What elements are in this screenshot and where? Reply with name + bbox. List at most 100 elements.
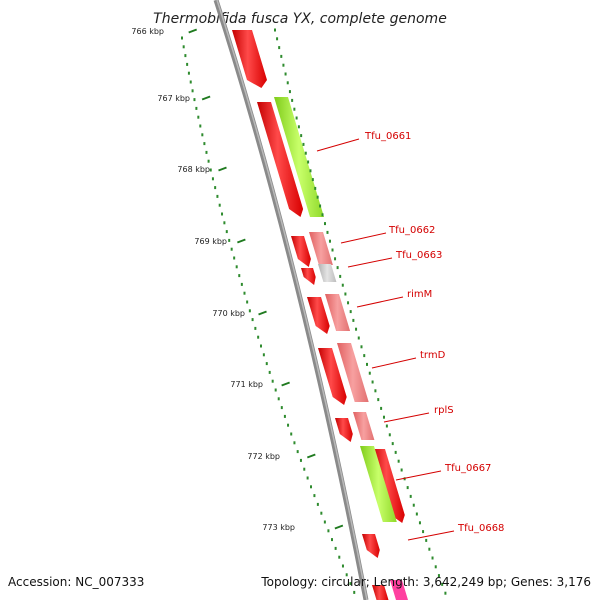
ruler-major-tick [258,310,267,316]
ruler-minor-tick [205,150,208,154]
position-ruler: 766 kbp 767 kbp 768 kbp 769 kbp 770 kbp 771 k… [131,27,356,594]
strand-guide-dot [400,468,403,472]
accession-text: Accession: NC_007333 [8,575,144,589]
ruler-minor-tick [223,221,226,225]
strand-guide-dot [302,142,305,146]
strand-guide-dot [418,521,421,525]
gene-leader-line [356,296,404,308]
gene-label: Tfu_0667 [444,463,491,474]
gene-label: Tfu_0662 [388,225,435,236]
ruler-minor-tick [303,467,306,471]
ruler-minor-tick [201,133,204,137]
ruler-minor-tick [290,432,293,436]
strand-guide-dot [441,582,444,586]
strand-guide-dot [371,380,374,384]
ruler-minor-tick [211,177,214,181]
strand-guide-dot [284,72,287,76]
strand-guide-dot [336,266,339,270]
ruler-minor-tick [216,194,219,198]
cds-arrow [353,412,375,440]
strand-guide-dot [278,46,281,50]
ruler-minor-tick [207,159,210,163]
gene-leader-line [371,357,417,369]
strand-guide-dot [347,301,350,305]
strand-guide-dot [425,538,428,542]
strand-guide-dot [334,257,337,261]
strand-guide-dot [326,230,329,234]
ruler-minor-tick [277,397,280,401]
strand-guide-dot [321,213,324,217]
genome-summary-text: Topology: circular; Length: 3,642,249 bp… [260,575,591,589]
ruler-major-tick [201,95,211,101]
ruler-minor-tick [316,502,319,506]
gene-label: rplS [434,405,454,416]
ruler-minor-tick [353,590,356,594]
strand-guide-dot [428,547,431,551]
gene-leader-line [407,530,455,541]
cds-arrow [362,534,380,558]
strand-guide-dot [377,398,380,402]
ruler-minor-tick [184,54,187,58]
strand-guide-dot [363,354,366,358]
strand-guide-dot [360,345,363,349]
gene-label: Tfu_0663 [395,250,442,261]
cds-arrow [257,102,304,217]
strand-guide-dot [388,433,391,437]
ruler-minor-tick [265,362,268,366]
ruler-tick-label: 769 kbp [194,237,227,246]
strand-guide-dot [300,134,303,138]
gene-label: Tfu_0668 [457,523,504,534]
cds-arrow [291,236,311,267]
ruler-minor-tick [287,423,290,427]
ruler-minor-tick [193,98,196,102]
gene-leader-line [395,470,442,481]
strand-guide-dot [323,222,326,226]
ruler-minor-tick [240,282,243,286]
strand-guide-dot [316,195,319,199]
strand-guide-dot [357,336,360,340]
ruler-tick-label: 766 kbp [131,27,164,36]
strand-guide-dot [366,362,369,366]
cds-arrow [372,585,389,600]
ruler-minor-tick [293,441,296,445]
gene-label: rimM [407,289,432,300]
strand-guide-dot [403,477,406,481]
ruler-minor-tick [238,274,241,278]
strand-guide-dot [382,415,385,419]
strand-guide-dot [344,292,347,296]
ruler-tick-label: 767 kbp [157,94,190,103]
cds-arrow [309,232,333,265]
strand-guide-dot [295,116,298,120]
strand-guide-dot [309,169,312,173]
strand-guide-dot [307,160,310,164]
strand-guide-dot [311,178,314,182]
ruler-minor-tick [310,485,313,489]
ruler-minor-tick [189,80,192,84]
ruler-minor-tick [259,344,262,348]
strand-guide-dot [391,442,394,446]
cds-arrow [301,268,316,285]
backbone-line [213,0,369,600]
ruler-minor-tick [246,300,249,304]
ruler-minor-tick [218,203,221,207]
strand-guide-dot [431,556,434,560]
strand-guide-dot [291,98,294,102]
cds-arrow [232,30,267,88]
backbone-strand [213,0,369,600]
strand-guide-dot [282,63,285,67]
strand-guide-dot [352,318,355,322]
strand-guide-dot [374,389,377,393]
strand-guide-dot [412,503,415,507]
strand-guide-dot [380,406,383,410]
ruler-minor-tick [274,388,277,392]
ruler-tick-label: 773 kbp [262,523,295,532]
ruler-minor-tick [268,370,271,374]
cds-arrow [325,294,351,331]
ruler-minor-tick [235,265,238,269]
ruler-minor-tick [214,186,217,190]
strand-guide-dot [349,310,352,314]
strand-guide-dot [368,371,371,375]
ruler-minor-tick [280,406,283,410]
ruler-major-tick [188,28,198,34]
